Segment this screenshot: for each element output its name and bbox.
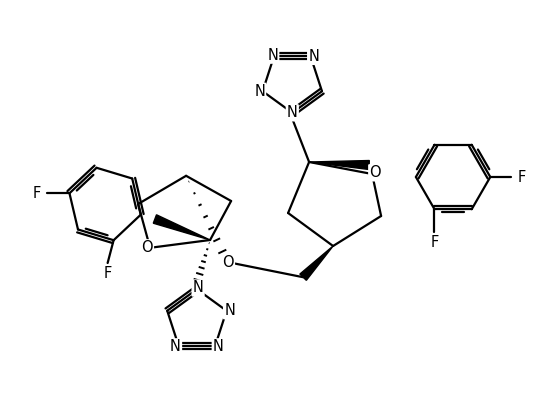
Text: O: O	[370, 165, 381, 180]
Polygon shape	[309, 160, 370, 170]
Text: F: F	[104, 266, 112, 281]
Polygon shape	[153, 215, 210, 240]
Text: O: O	[141, 240, 153, 255]
Text: F: F	[431, 235, 439, 250]
Text: F: F	[517, 170, 525, 185]
Text: F: F	[32, 186, 41, 201]
Text: N: N	[193, 281, 203, 296]
Text: N: N	[287, 105, 298, 120]
Text: N: N	[213, 339, 223, 354]
Text: N: N	[254, 84, 265, 99]
Text: N: N	[308, 49, 319, 64]
Text: N: N	[170, 339, 181, 354]
Text: N: N	[268, 48, 278, 63]
Text: O: O	[222, 255, 234, 270]
Text: N: N	[224, 303, 235, 318]
Polygon shape	[300, 246, 333, 280]
